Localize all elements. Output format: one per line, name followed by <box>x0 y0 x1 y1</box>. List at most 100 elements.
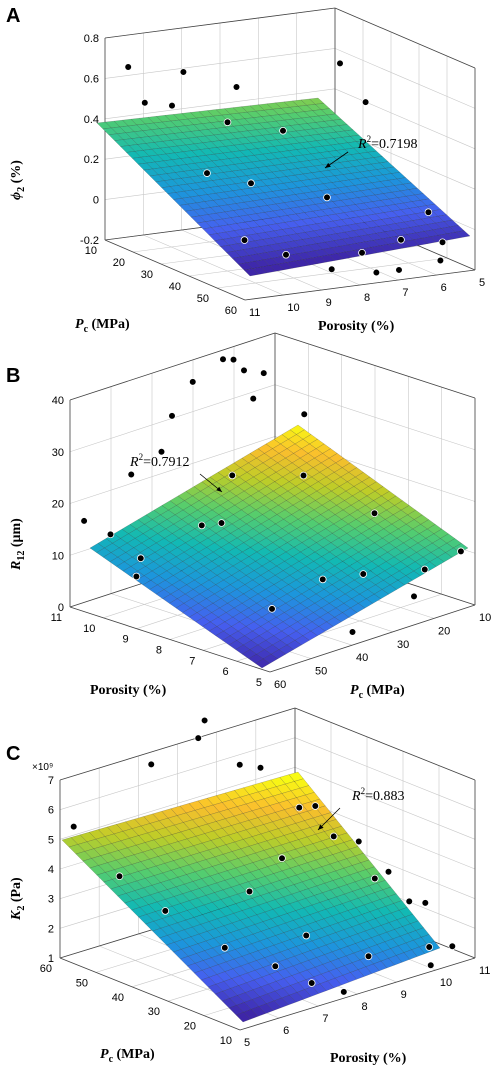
porosity-tick-label: 11 <box>479 965 490 977</box>
porosity-tick-label: 5 <box>244 1037 250 1049</box>
axis-frame-edge <box>59 707 296 781</box>
porosity-tick-label: 9 <box>123 634 129 646</box>
z-axis-label: ϕ2 (%) <box>9 160 27 200</box>
z-tick-label: 0 <box>93 195 99 207</box>
porosity-tick-label: 10 <box>83 623 95 635</box>
data-point <box>240 236 249 244</box>
data-point <box>141 99 149 107</box>
data-point <box>457 547 465 556</box>
data-point <box>359 570 368 578</box>
z-tick-label: 0.2 <box>84 154 99 166</box>
porosity-tick-label: 5 <box>256 677 262 689</box>
pc-tick-label: 20 <box>184 1021 196 1033</box>
pc-tick-label: 60 <box>40 963 52 975</box>
data-point <box>168 101 176 110</box>
data-point <box>256 763 265 772</box>
data-point <box>106 530 115 539</box>
axis-frame-edge <box>274 332 476 399</box>
porosity-tick-label: 11 <box>249 307 260 319</box>
data-point <box>279 127 287 135</box>
data-point <box>235 760 244 769</box>
porosity-tick-label: 5 <box>479 277 485 289</box>
panel-label: B <box>6 365 20 387</box>
porosity-tick-label: 8 <box>364 292 370 304</box>
pc-tick-label: 30 <box>397 639 409 651</box>
data-point <box>278 854 286 862</box>
z-gridline <box>104 7 476 69</box>
data-point <box>127 470 136 479</box>
data-point <box>327 265 336 274</box>
z-tick-label: 2 <box>48 923 54 935</box>
data-point <box>69 822 78 831</box>
data-point <box>410 592 418 601</box>
porosity-tick-label: 10 <box>287 302 299 314</box>
z-tick-label: 40 <box>52 395 64 407</box>
data-point <box>132 572 141 581</box>
z-tick-label: 0 <box>58 602 64 614</box>
data-point <box>438 238 447 247</box>
surface-cell <box>455 230 471 238</box>
axis-frame-edge <box>269 604 476 673</box>
data-point <box>420 565 429 574</box>
data-point <box>295 803 304 812</box>
axis-frame-edge <box>104 7 336 39</box>
fitted-surface <box>89 424 469 669</box>
axis-frame-edge <box>239 957 476 1031</box>
data-point <box>203 169 211 177</box>
fitted-surface <box>96 97 471 277</box>
data-point <box>245 887 254 896</box>
z-tick-label: 0.4 <box>84 114 99 126</box>
data-point <box>329 832 338 841</box>
porosity-tick-label: 11 <box>51 612 62 624</box>
data-point <box>426 961 435 969</box>
pc-tick-label: 50 <box>76 977 88 989</box>
pc-tick-label: 40 <box>169 281 181 293</box>
porosity-axis-label: Porosity (%) <box>318 319 395 334</box>
data-point <box>425 943 434 951</box>
z-tick-label: 30 <box>52 447 64 459</box>
data-point <box>223 118 232 127</box>
pc-tick-label: 60 <box>225 305 237 317</box>
pc-tick-label: 30 <box>148 1006 160 1018</box>
pc-tick-label: 20 <box>113 257 125 269</box>
z-gridline <box>59 707 476 781</box>
porosity-axis-label: Porosity (%) <box>330 1051 407 1066</box>
z-axis-label: K2 (Pa) <box>9 877 27 921</box>
pc-axis-label: Pc (MPa) <box>100 1047 155 1065</box>
data-point <box>249 394 258 403</box>
data-point <box>271 962 280 971</box>
floor-gridline <box>143 234 284 296</box>
data-point <box>436 256 445 265</box>
r2-arrow-head <box>318 824 324 830</box>
data-point <box>448 942 457 951</box>
data-point <box>364 952 373 961</box>
data-point <box>232 83 241 91</box>
pc-tick-label: 50 <box>197 293 209 305</box>
pc-tick-label: 50 <box>315 666 327 678</box>
data-point <box>268 605 276 613</box>
pc-tick-label: 60 <box>274 679 286 691</box>
panel-label: A <box>6 5 20 27</box>
data-point <box>370 509 379 518</box>
data-point <box>348 628 357 636</box>
pc-tick-label: 40 <box>112 992 124 1004</box>
data-point <box>229 355 238 364</box>
z-tick-label: 1 <box>48 953 54 965</box>
data-point <box>302 931 311 940</box>
z-tick-label: 10 <box>52 550 64 562</box>
data-point <box>200 716 209 725</box>
z-tick-label: 0.8 <box>84 33 99 45</box>
data-point <box>115 872 124 880</box>
data-point <box>240 366 248 375</box>
data-point <box>424 208 433 217</box>
z-tick-label: 0.6 <box>84 73 99 85</box>
porosity-tick-label: 10 <box>440 977 452 989</box>
porosity-tick-label: 7 <box>322 1013 328 1025</box>
pc-tick-label: 10 <box>85 245 97 257</box>
data-point <box>405 897 414 906</box>
chart-panel-c: C 7 6 5 4 3 2 160 50 40 30 20 10 5 6 7 8 9 10 11 ×10⁹ K2 (Pa)… <box>6 707 490 1066</box>
axis-frame-edge <box>244 269 476 301</box>
data-point <box>339 988 348 996</box>
pc-axis-label: Pc (MPa) <box>350 683 405 701</box>
